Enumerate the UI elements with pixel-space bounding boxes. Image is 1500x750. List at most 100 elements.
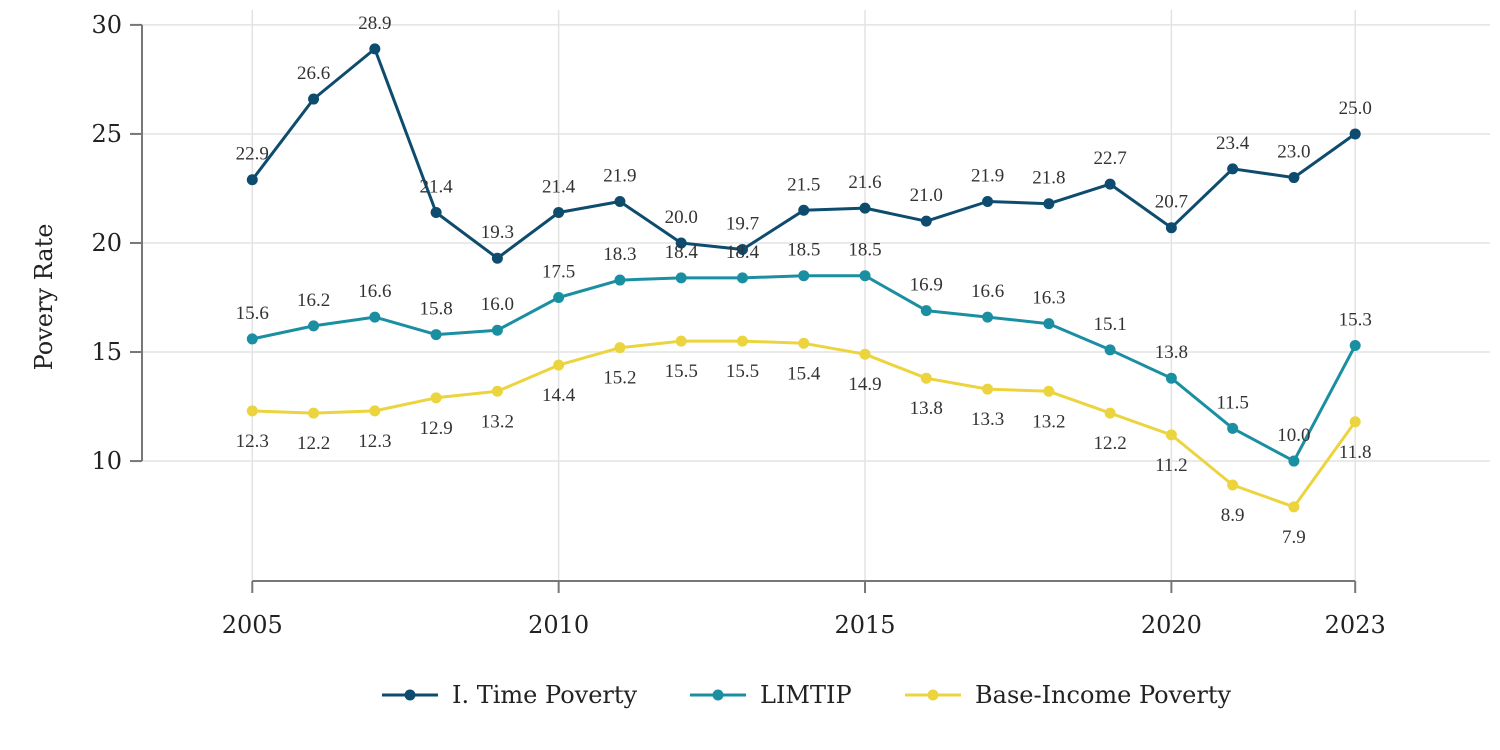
data-label-limtip: 16.9: [910, 275, 943, 296]
data-label-limtip: 18.4: [726, 242, 760, 263]
data-label-base-income-poverty: 13.8: [910, 398, 943, 419]
data-label-base-income-poverty: 8.9: [1221, 505, 1245, 526]
data-label-limtip: 16.6: [358, 281, 391, 302]
legend-label: LIMTIP: [760, 681, 852, 709]
data-label-limtip: 16.2: [297, 290, 330, 311]
data-point-i-time-poverty: [1227, 163, 1239, 175]
data-label-i-time-poverty: 23.4: [1216, 133, 1250, 154]
data-label-limtip: 15.8: [419, 299, 452, 320]
data-label-limtip: 18.3: [603, 244, 636, 265]
data-label-base-income-poverty: 14.4: [542, 385, 576, 406]
data-label-base-income-poverty: 14.9: [848, 374, 881, 395]
y-tick-label: 20: [91, 229, 122, 257]
data-label-limtip: 17.5: [542, 262, 575, 283]
data-label-i-time-poverty: 28.9: [358, 13, 391, 34]
legend-swatch-marker: [712, 689, 724, 701]
data-point-limtip: [308, 320, 320, 332]
data-point-i-time-poverty: [1288, 172, 1300, 184]
data-point-base-income-poverty: [246, 405, 258, 417]
legend-label: I. Time Poverty: [452, 681, 638, 709]
data-label-limtip: 16.0: [481, 294, 514, 315]
grid: [142, 10, 1490, 581]
data-point-limtip: [798, 270, 810, 282]
data-label-base-income-poverty: 15.2: [603, 368, 636, 389]
data-point-i-time-poverty: [736, 244, 748, 256]
data-point-limtip: [1349, 339, 1361, 351]
series-limtip: [246, 270, 1361, 467]
legend-item-i-time-poverty: I. Time Poverty: [382, 681, 638, 709]
data-point-i-time-poverty: [308, 93, 320, 105]
legend: I. Time Poverty LIMTIP Base-Income Poverty: [382, 681, 1231, 709]
data-label-i-time-poverty: 25.0: [1339, 98, 1372, 119]
data-label-base-income-poverty: 15.5: [665, 361, 698, 382]
data-point-i-time-poverty: [1349, 128, 1361, 140]
series: [246, 43, 1361, 513]
legend-label: Base-Income Poverty: [975, 681, 1231, 709]
data-label-i-time-poverty: 20.7: [1155, 192, 1188, 213]
data-point-base-income-poverty: [982, 383, 994, 395]
legend-swatch-marker: [404, 689, 416, 701]
data-point-limtip: [736, 272, 748, 284]
data-label-i-time-poverty: 20.0: [665, 207, 698, 228]
data-label-i-time-poverty: 21.6: [848, 172, 881, 193]
data-label-i-time-poverty: 21.4: [542, 176, 576, 197]
data-point-base-income-poverty: [1165, 429, 1177, 441]
y-tick-label: 10: [91, 447, 122, 475]
y-tick-label: 25: [91, 120, 122, 148]
data-point-limtip: [859, 270, 871, 282]
data-label-base-income-poverty: 15.5: [726, 361, 759, 382]
x-tick-label: 2010: [528, 611, 589, 639]
data-point-i-time-poverty: [491, 252, 503, 264]
data-point-base-income-poverty: [614, 342, 626, 354]
data-label-base-income-poverty: 13.3: [971, 409, 1004, 430]
data-label-base-income-poverty: 13.2: [481, 411, 514, 432]
data-label-i-time-poverty: 21.4: [419, 176, 453, 197]
data-label-i-time-poverty: 21.8: [1032, 168, 1065, 189]
data-label-limtip: 15.3: [1339, 309, 1372, 330]
data-label-i-time-poverty: 23.0: [1277, 142, 1310, 163]
data-point-base-income-poverty: [736, 335, 748, 347]
y-tick-label: 30: [91, 11, 122, 39]
data-point-limtip: [553, 292, 565, 303]
data-point-base-income-poverty: [798, 337, 810, 349]
data-point-limtip: [920, 305, 932, 317]
data-labels: 22.9 26.6 28.9 21.4 19.3 21.4 21.9 20.0 19.7 21.5…: [236, 13, 1372, 548]
data-label-limtip: 15.6: [236, 303, 269, 324]
x-tick-label: 2023: [1325, 611, 1386, 639]
data-point-limtip: [1165, 372, 1177, 384]
data-point-base-income-poverty: [553, 359, 565, 371]
data-point-limtip: [982, 311, 994, 323]
data-point-base-income-poverty: [491, 385, 503, 397]
data-label-i-time-poverty: 21.0: [910, 185, 943, 206]
data-point-limtip: [1288, 455, 1300, 467]
data-point-i-time-poverty: [1043, 198, 1055, 210]
data-point-i-time-poverty: [920, 215, 932, 227]
data-point-i-time-poverty: [369, 43, 381, 55]
data-label-base-income-poverty: 11.8: [1339, 442, 1372, 463]
data-point-limtip: [491, 324, 503, 336]
data-label-i-time-poverty: 22.7: [1093, 148, 1126, 169]
data-label-base-income-poverty: 15.4: [787, 363, 821, 384]
x-tick-label: 2020: [1141, 611, 1202, 639]
x-tick-label: 2015: [834, 611, 895, 639]
data-point-base-income-poverty: [1288, 501, 1300, 513]
data-label-i-time-poverty: 22.9: [236, 144, 269, 165]
data-point-limtip: [1227, 422, 1239, 434]
data-label-limtip: 18.5: [848, 240, 881, 261]
data-label-limtip: 16.3: [1032, 288, 1065, 309]
series-i-time-poverty: [246, 43, 1361, 264]
data-point-limtip: [675, 272, 687, 284]
data-point-base-income-poverty: [1349, 416, 1361, 428]
data-label-limtip: 18.4: [665, 242, 699, 263]
data-label-base-income-poverty: 11.2: [1155, 455, 1188, 476]
data-label-limtip: 18.5: [787, 240, 820, 261]
data-label-i-time-poverty: 19.7: [726, 214, 759, 235]
data-point-base-income-poverty: [430, 392, 442, 404]
data-label-base-income-poverty: 12.3: [358, 431, 391, 452]
data-label-base-income-poverty: 13.2: [1032, 411, 1065, 432]
data-point-i-time-poverty: [982, 196, 994, 208]
data-label-base-income-poverty: 12.9: [419, 418, 452, 439]
data-point-i-time-poverty: [553, 206, 565, 218]
data-label-i-time-poverty: 26.6: [297, 63, 330, 84]
